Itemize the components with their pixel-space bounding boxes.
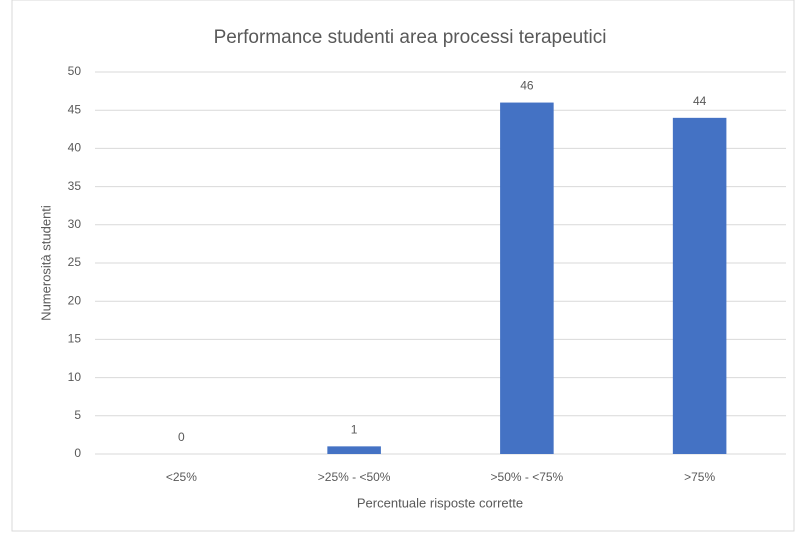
y-tick-label: 5 [74,408,81,422]
y-tick-label: 30 [68,217,82,231]
y-tick-label: 10 [68,370,82,384]
chart-border [11,0,795,532]
y-tick-label: 50 [68,64,82,78]
y-tick-label: 35 [68,179,82,193]
x-tick-label: >50% - <75% [491,470,564,484]
bar [500,102,554,454]
y-tick-label: 40 [68,141,82,155]
y-tick-label: 45 [68,102,82,116]
x-axis-label: Percentuale risposte corrette [357,495,523,510]
y-tick-label: 0 [74,446,81,460]
data-label: 1 [351,423,358,437]
y-tick-label: 20 [68,293,82,307]
x-tick-label: <25% [166,470,197,484]
x-tick-label: >75% [684,470,715,484]
bar [672,117,727,454]
x-tick-label: >25% - <50% [318,470,391,484]
data-label: 44 [693,94,707,108]
y-tick-label: 25 [68,255,82,269]
y-axis-label: Numerosità studenti [38,205,53,321]
data-label: 0 [178,430,185,444]
chart-title: Performance studenti area processi terap… [214,27,607,48]
data-label: 46 [520,79,534,93]
bar [327,446,381,454]
y-tick-label: 15 [68,332,82,346]
